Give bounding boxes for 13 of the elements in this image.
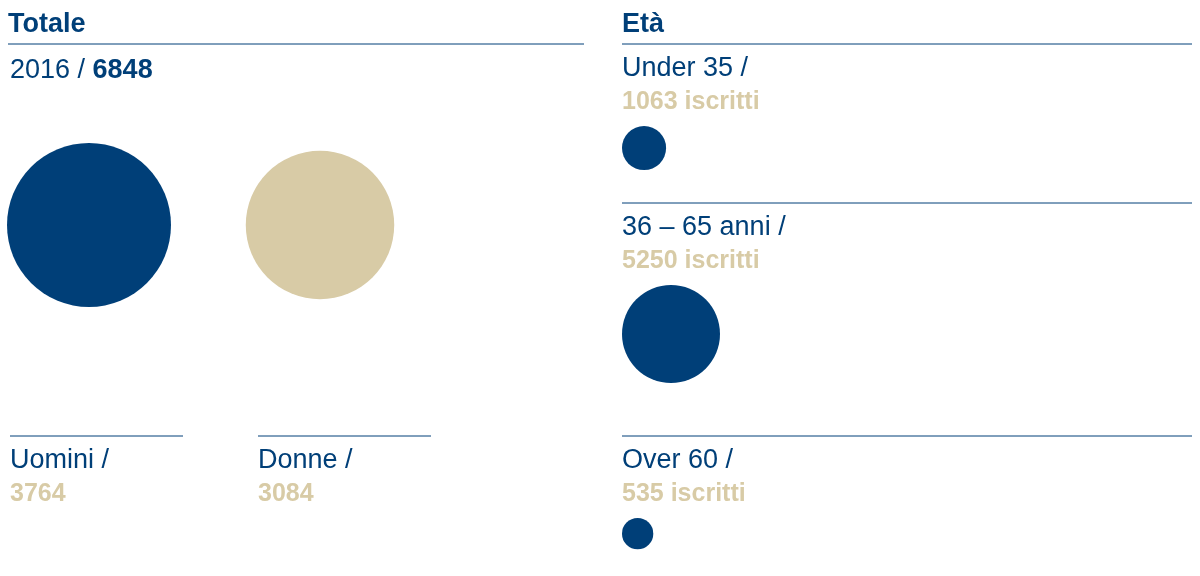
text: 2016 / 6848 xyxy=(10,54,153,84)
category-label: Over 60 / xyxy=(622,444,734,474)
category-label: 36 – 65 anni / xyxy=(622,211,787,241)
data-label: 5250 iscritti xyxy=(622,245,760,273)
category-label: Uomini / xyxy=(10,444,110,474)
data-label: 535 iscritti xyxy=(622,478,746,506)
category-label: Donne / xyxy=(258,444,354,474)
data-label: 1063 iscritti xyxy=(622,86,760,114)
category-label: Under 35 / xyxy=(622,52,749,82)
text: Età xyxy=(622,8,665,38)
data-label: 3764 xyxy=(10,478,66,506)
data-label: 3084 xyxy=(258,478,314,506)
text: Totale xyxy=(8,8,86,38)
